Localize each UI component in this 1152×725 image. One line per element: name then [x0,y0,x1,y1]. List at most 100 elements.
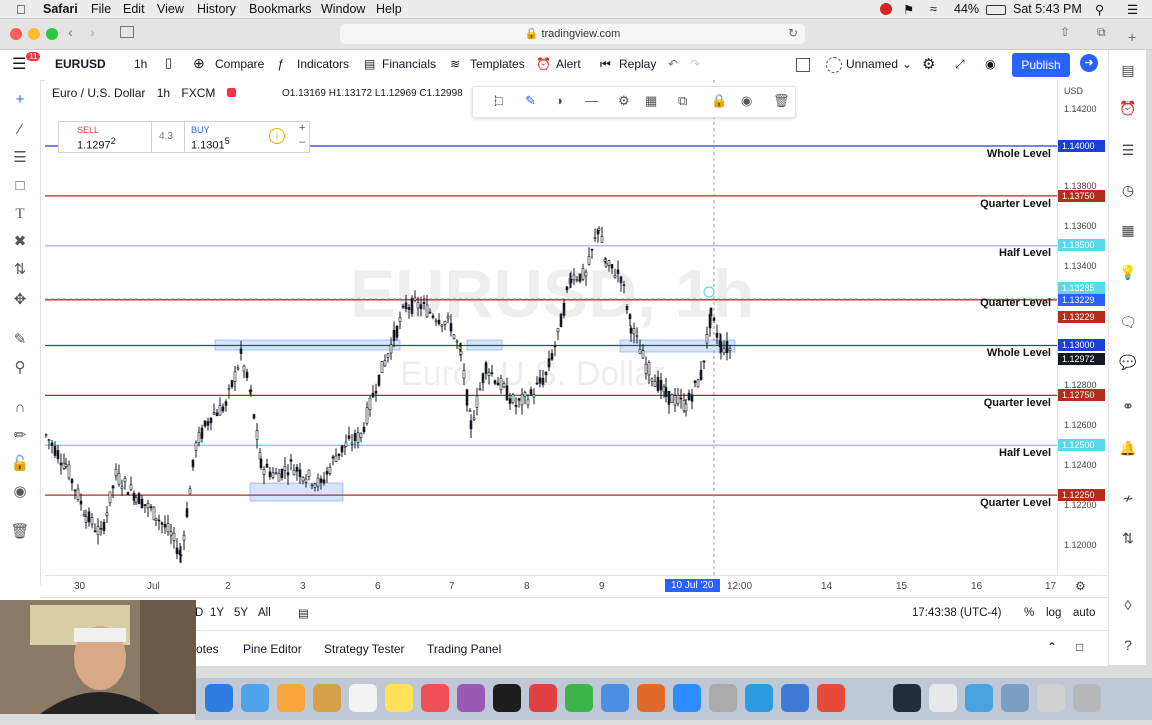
dock-app-icon[interactable] [745,684,773,712]
menu-hamburger-icon[interactable]: ☰ [12,56,27,73]
publish-button[interactable]: Publish [1012,53,1070,77]
dock-app-icon[interactable] [565,684,593,712]
magnet-icon[interactable]: ∩ [14,399,26,416]
range-button[interactable]: D [195,607,204,619]
menu-safari[interactable]: Safari [43,2,78,16]
lock-drawings-icon[interactable]: 🔓 [10,455,30,472]
new-tab-icon[interactable]: + [1128,29,1137,45]
stay-in-drawing-icon[interactable]: ✏ [13,427,27,444]
eye-icon[interactable]: ◉ [13,483,27,500]
messages-icon[interactable]: 💬 [1119,354,1137,370]
delete-icon[interactable]: 🗑 [773,93,790,108]
address-bar[interactable]: 🔒 tradingview.com [340,24,805,44]
menubar-clock[interactable]: Sat 5:43 PM [1013,2,1082,16]
tab-notes[interactable]: otes [196,642,219,656]
clone-icon[interactable]: ⧉ [678,93,688,108]
dock-app-icon[interactable] [929,684,957,712]
notification-app-icon[interactable] [880,3,892,15]
ideas-icon[interactable]: 💡 [1119,264,1137,280]
menu-history[interactable]: History [197,2,236,16]
pattern-icon[interactable]: ✖ [13,233,27,250]
dock-app-icon[interactable] [457,684,485,712]
cloud-icon[interactable] [826,57,842,73]
alert-button[interactable]: Alert [556,57,581,71]
line-color-icon[interactable]: ✎ [525,93,536,108]
dock-app-icon[interactable] [1073,684,1101,712]
spotlight-icon[interactable]: ⚲ [1095,3,1105,17]
layout-icon[interactable] [796,58,810,72]
dock-app-icon[interactable] [673,684,701,712]
chart-pane[interactable]: EURUSD, 1h Euro / U.S. Dollar Whole Leve… [45,80,1057,575]
menu-help[interactable]: Help [376,2,402,16]
redo-icon[interactable]: ↷ [690,57,701,71]
layout-name[interactable]: Unnamed [846,57,899,71]
forward-icon[interactable]: › [90,24,95,40]
financials-button[interactable]: Financials [382,57,437,71]
hide-icon[interactable]: ◉ [741,93,753,108]
candle-style-icon[interactable]: ▯ [165,55,173,70]
indicators-icon[interactable]: ƒ [277,57,284,71]
data-window-icon[interactable]: ☰ [1121,142,1135,158]
dock-app-icon[interactable] [781,684,809,712]
compare-icon[interactable]: ⊕ [193,55,205,71]
info-icon[interactable]: i [269,128,285,144]
rectangle-icon[interactable]: □ [15,177,25,194]
menu-bookmarks[interactable]: Bookmarks [249,2,312,16]
control-center-icon[interactable]: ☰ [1127,3,1139,17]
timezone-clock[interactable]: 17:43:38 (UTC-4) [912,607,1002,619]
flag-icon[interactable]: ⚑ [903,3,915,17]
menu-view[interactable]: View [157,2,184,16]
line-style-icon[interactable]: ― [585,93,598,108]
watchlist-icon[interactable]: ▤ [1121,62,1135,78]
tab-pine-editor[interactable]: Pine Editor [243,642,302,656]
dock-app-icon[interactable] [1001,684,1029,712]
ruler-icon[interactable]: ✎ [13,331,27,348]
camera-icon[interactable]: ◉ [985,57,996,71]
dock-apps[interactable] [195,678,1152,720]
zoom-window-button[interactable] [46,28,58,40]
plus-icon[interactable]: + [299,122,306,134]
chart-legend[interactable]: Euro / U.S. Dollar 1h FXCM [52,86,236,100]
menu-window[interactable]: Window [321,2,366,16]
zoom-icon[interactable]: ⚲ [14,359,26,376]
price-axis[interactable]: USD 1.14200 1.13800 1.13600 1.13400 1.12… [1057,80,1108,575]
battery-percent[interactable]: 44% [954,2,980,16]
dock-app-icon[interactable] [529,684,557,712]
chevron-down-icon[interactable]: ⌄ [902,57,913,71]
tab-strategy-tester[interactable]: Strategy Tester [324,642,405,656]
interval-button[interactable]: 1h [134,57,148,71]
templates-icon[interactable]: ≋ [450,57,461,71]
minimize-window-button[interactable] [28,28,40,40]
menu-edit[interactable]: Edit [123,2,145,16]
dock-app-icon[interactable] [965,684,993,712]
close-window-button[interactable] [10,28,22,40]
dock-app-icon[interactable] [817,684,845,712]
log-toggle[interactable]: log [1046,607,1062,619]
crosshair-icon[interactable]: + [15,91,25,108]
symbol-name[interactable]: Euro / U.S. Dollar [52,86,146,100]
fill-color-icon[interactable]: ◑ [555,93,563,108]
apple-icon[interactable]:  [16,2,26,17]
wifi-icon[interactable]: ≈ [930,2,937,16]
range-button[interactable]: All [258,607,271,619]
axis-settings-icon[interactable]: ⚙ [1075,579,1086,593]
replay-icon[interactable]: ⏮ [600,57,611,71]
settings-icon[interactable]: ⚙ [618,93,630,108]
fullscreen-icon[interactable]: ⤢ [955,57,965,71]
dock-app-icon[interactable] [205,684,233,712]
sidebar-icon[interactable] [120,26,134,38]
maximize-panel-icon[interactable]: □ [1076,640,1084,654]
sell-button[interactable]: SELL 1.12972 [59,122,152,152]
tab-trading-panel[interactable]: Trading Panel [427,642,502,656]
range-button[interactable]: 1Y [210,607,225,619]
dock-app-icon[interactable] [277,684,305,712]
text-icon[interactable]: T [15,206,25,222]
dock-app-icon[interactable] [1037,684,1065,712]
buy-button[interactable]: BUY 1.13015 [184,122,265,152]
dock-app-icon[interactable] [313,684,341,712]
bell-icon[interactable]: 🔔 [1119,440,1137,456]
dock-app-icon[interactable] [385,684,413,712]
share-icon[interactable]: ⇧ [1060,25,1071,39]
trend-line-icon[interactable]: ∕ [18,121,22,138]
help-icon[interactable]: ? [1124,637,1132,653]
